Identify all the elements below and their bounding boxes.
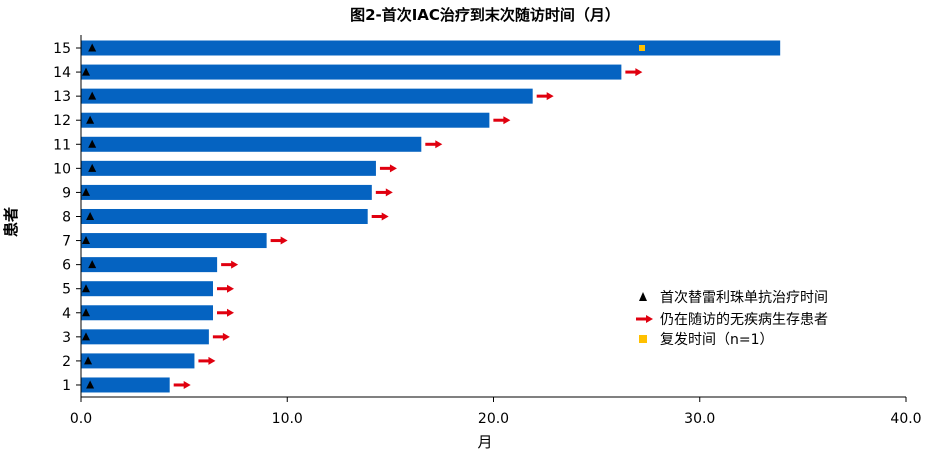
alive-arrow-9 <box>375 188 393 197</box>
y-tick-label-14: 14 <box>53 65 71 81</box>
bar-patient-3 <box>81 329 209 345</box>
treatment-start-marker-14 <box>82 67 90 76</box>
x-ticks-group: 0.0 10.0 20.0 30.0 40.0 <box>70 397 922 427</box>
x-axis-title: 月 <box>477 433 492 451</box>
alive-arrow-11 <box>425 140 443 149</box>
bar-patient-12 <box>81 112 490 128</box>
treatment-start-marker-8 <box>86 211 95 220</box>
legend-label-recurrence: 复发时间（n=1） <box>660 331 774 348</box>
bar-patient-5 <box>81 281 213 297</box>
bar-patient-6 <box>81 257 218 273</box>
bar-patient-14 <box>81 64 622 80</box>
y-tick-label-3: 3 <box>62 330 71 346</box>
bar-patient-10 <box>81 160 376 176</box>
alive-arrow-10 <box>379 164 397 173</box>
alive-arrow-13 <box>536 92 554 101</box>
bar-patient-1 <box>81 377 170 393</box>
recurrence-marker-15 <box>639 45 645 51</box>
bar-patient-4 <box>81 305 213 321</box>
y-tick-label-4: 4 <box>62 306 71 322</box>
bar-patient-2 <box>81 353 195 369</box>
treatment-start-marker-2 <box>84 356 93 365</box>
y-tick-label-5: 5 <box>62 282 71 298</box>
alive-arrow-3 <box>212 332 230 341</box>
y-tick-label-7: 7 <box>62 234 71 250</box>
legend-label-alive: 仍在随访的无疾病生存患者 <box>660 312 828 328</box>
treatment-start-marker-5 <box>82 284 90 293</box>
y-tick-label-10: 10 <box>53 161 71 177</box>
legend-arrow-icon <box>636 315 653 323</box>
bar-patient-13 <box>81 88 533 104</box>
legend-label-treatment: 首次替雷利珠单抗治疗时间 <box>660 290 828 306</box>
x-tick-label-3: 30.0 <box>684 411 715 427</box>
x-tick-label-0: 0.0 <box>70 411 92 427</box>
bar-patient-8 <box>81 208 368 224</box>
x-tick-label-1: 10.0 <box>272 411 303 427</box>
bars-group <box>81 40 781 393</box>
treatment-start-marker-9 <box>82 187 90 196</box>
y-tick-label-1: 1 <box>62 378 71 394</box>
y-tick-label-6: 6 <box>62 258 71 274</box>
legend: 首次替雷利珠单抗治疗时间 仍在随访的无疾病生存患者 复发时间（n=1） <box>636 290 828 348</box>
markers-group <box>82 43 645 389</box>
treatment-start-marker-1 <box>86 380 95 389</box>
y-tick-label-9: 9 <box>62 185 71 201</box>
treatment-start-marker-13 <box>88 91 97 100</box>
y-tick-label-15: 15 <box>53 41 71 57</box>
chart-title: 图2-首次IAC治疗到末次随访时间（月） <box>350 6 620 24</box>
x-tick-label-4: 40.0 <box>890 411 921 427</box>
treatment-start-marker-3 <box>82 332 90 341</box>
x-tick-label-2: 20.0 <box>478 411 509 427</box>
bar-patient-11 <box>81 136 422 152</box>
legend-square-icon <box>639 335 647 343</box>
y-tick-label-13: 13 <box>53 89 71 105</box>
bar-patient-15 <box>81 40 781 56</box>
treatment-start-marker-6 <box>88 260 97 269</box>
alive-arrow-1 <box>173 380 191 389</box>
alive-arrow-5 <box>217 284 234 293</box>
treatment-start-marker-11 <box>88 139 97 148</box>
legend-triangle-icon <box>639 292 647 301</box>
y-axis-title: 患者 <box>2 207 20 237</box>
alive-arrow-12 <box>493 116 511 125</box>
treatment-start-marker-4 <box>82 308 90 317</box>
alive-arrow-6 <box>221 260 239 269</box>
y-tick-label-11: 11 <box>53 137 71 153</box>
alive-arrow-4 <box>217 308 234 317</box>
alive-arrow-7 <box>270 236 288 245</box>
treatment-start-marker-12 <box>86 115 95 124</box>
bar-patient-7 <box>81 233 267 249</box>
treatment-start-marker-15 <box>88 43 97 52</box>
treatment-start-marker-7 <box>82 236 90 245</box>
y-tick-label-12: 12 <box>53 113 71 129</box>
y-tick-label-8: 8 <box>62 209 71 225</box>
alive-arrow-2 <box>198 356 216 365</box>
alive-arrow-8 <box>371 212 389 221</box>
y-tick-label-2: 2 <box>62 354 71 370</box>
bar-patient-9 <box>81 184 372 200</box>
alive-arrow-14 <box>625 68 643 77</box>
treatment-start-marker-10 <box>88 163 97 172</box>
